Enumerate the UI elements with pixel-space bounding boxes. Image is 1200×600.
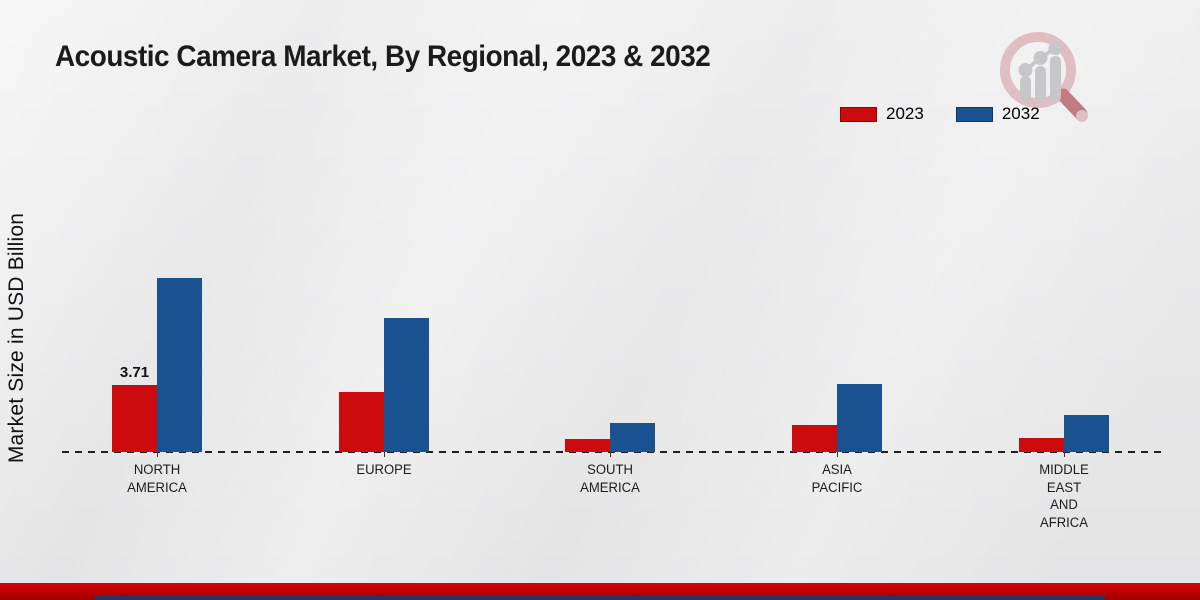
category-label-north-america: NORTH AMERICA (127, 462, 187, 495)
legend-label: 2023 (886, 104, 924, 123)
bar-2023-middle-east-and-africa (1019, 438, 1064, 452)
bar-2023-north-america (112, 385, 157, 452)
bar-2023-asia-pacific (792, 425, 837, 452)
category-label-middle-east-and-africa: MIDDLE EAST AND AFRICA (1039, 462, 1089, 530)
bar-2032-north-america (157, 278, 202, 452)
legend: 2023 2032 (840, 104, 1040, 124)
bar-2032-middle-east-and-africa (1064, 415, 1109, 452)
legend-swatch-2023 (840, 106, 877, 122)
magnifier-bar-chart-logo-icon (1000, 32, 1088, 122)
x-axis-tick (1064, 452, 1065, 457)
bar-2023-south-america (565, 439, 610, 452)
legend-swatch-2032 (955, 106, 993, 122)
legend-item-2023: 2023 (840, 104, 924, 124)
bar-2032-europe (384, 318, 429, 452)
bar-2032-asia-pacific (837, 384, 882, 452)
footer-navy-band (95, 595, 1105, 600)
category-label-europe: EUROPE (356, 462, 412, 477)
x-axis-tick (384, 452, 385, 457)
bar-2032-south-america (610, 423, 655, 452)
data-label-2023-0: 3.71 (119, 364, 150, 381)
bar-2023-europe (339, 392, 384, 452)
legend-label: 2032 (1001, 104, 1040, 123)
x-axis-tick (610, 452, 611, 457)
x-axis-baseline (62, 451, 1167, 453)
x-axis-tick (157, 452, 158, 457)
x-axis-tick (837, 452, 838, 457)
chart-title: Acoustic Camera Market, By Regional, 202… (55, 40, 711, 73)
category-label-asia-pacific: ASIA PACIFIC (811, 462, 863, 495)
legend-item-2032: 2032 (955, 104, 1040, 124)
category-label-south-america: SOUTH AMERICA (580, 462, 640, 495)
